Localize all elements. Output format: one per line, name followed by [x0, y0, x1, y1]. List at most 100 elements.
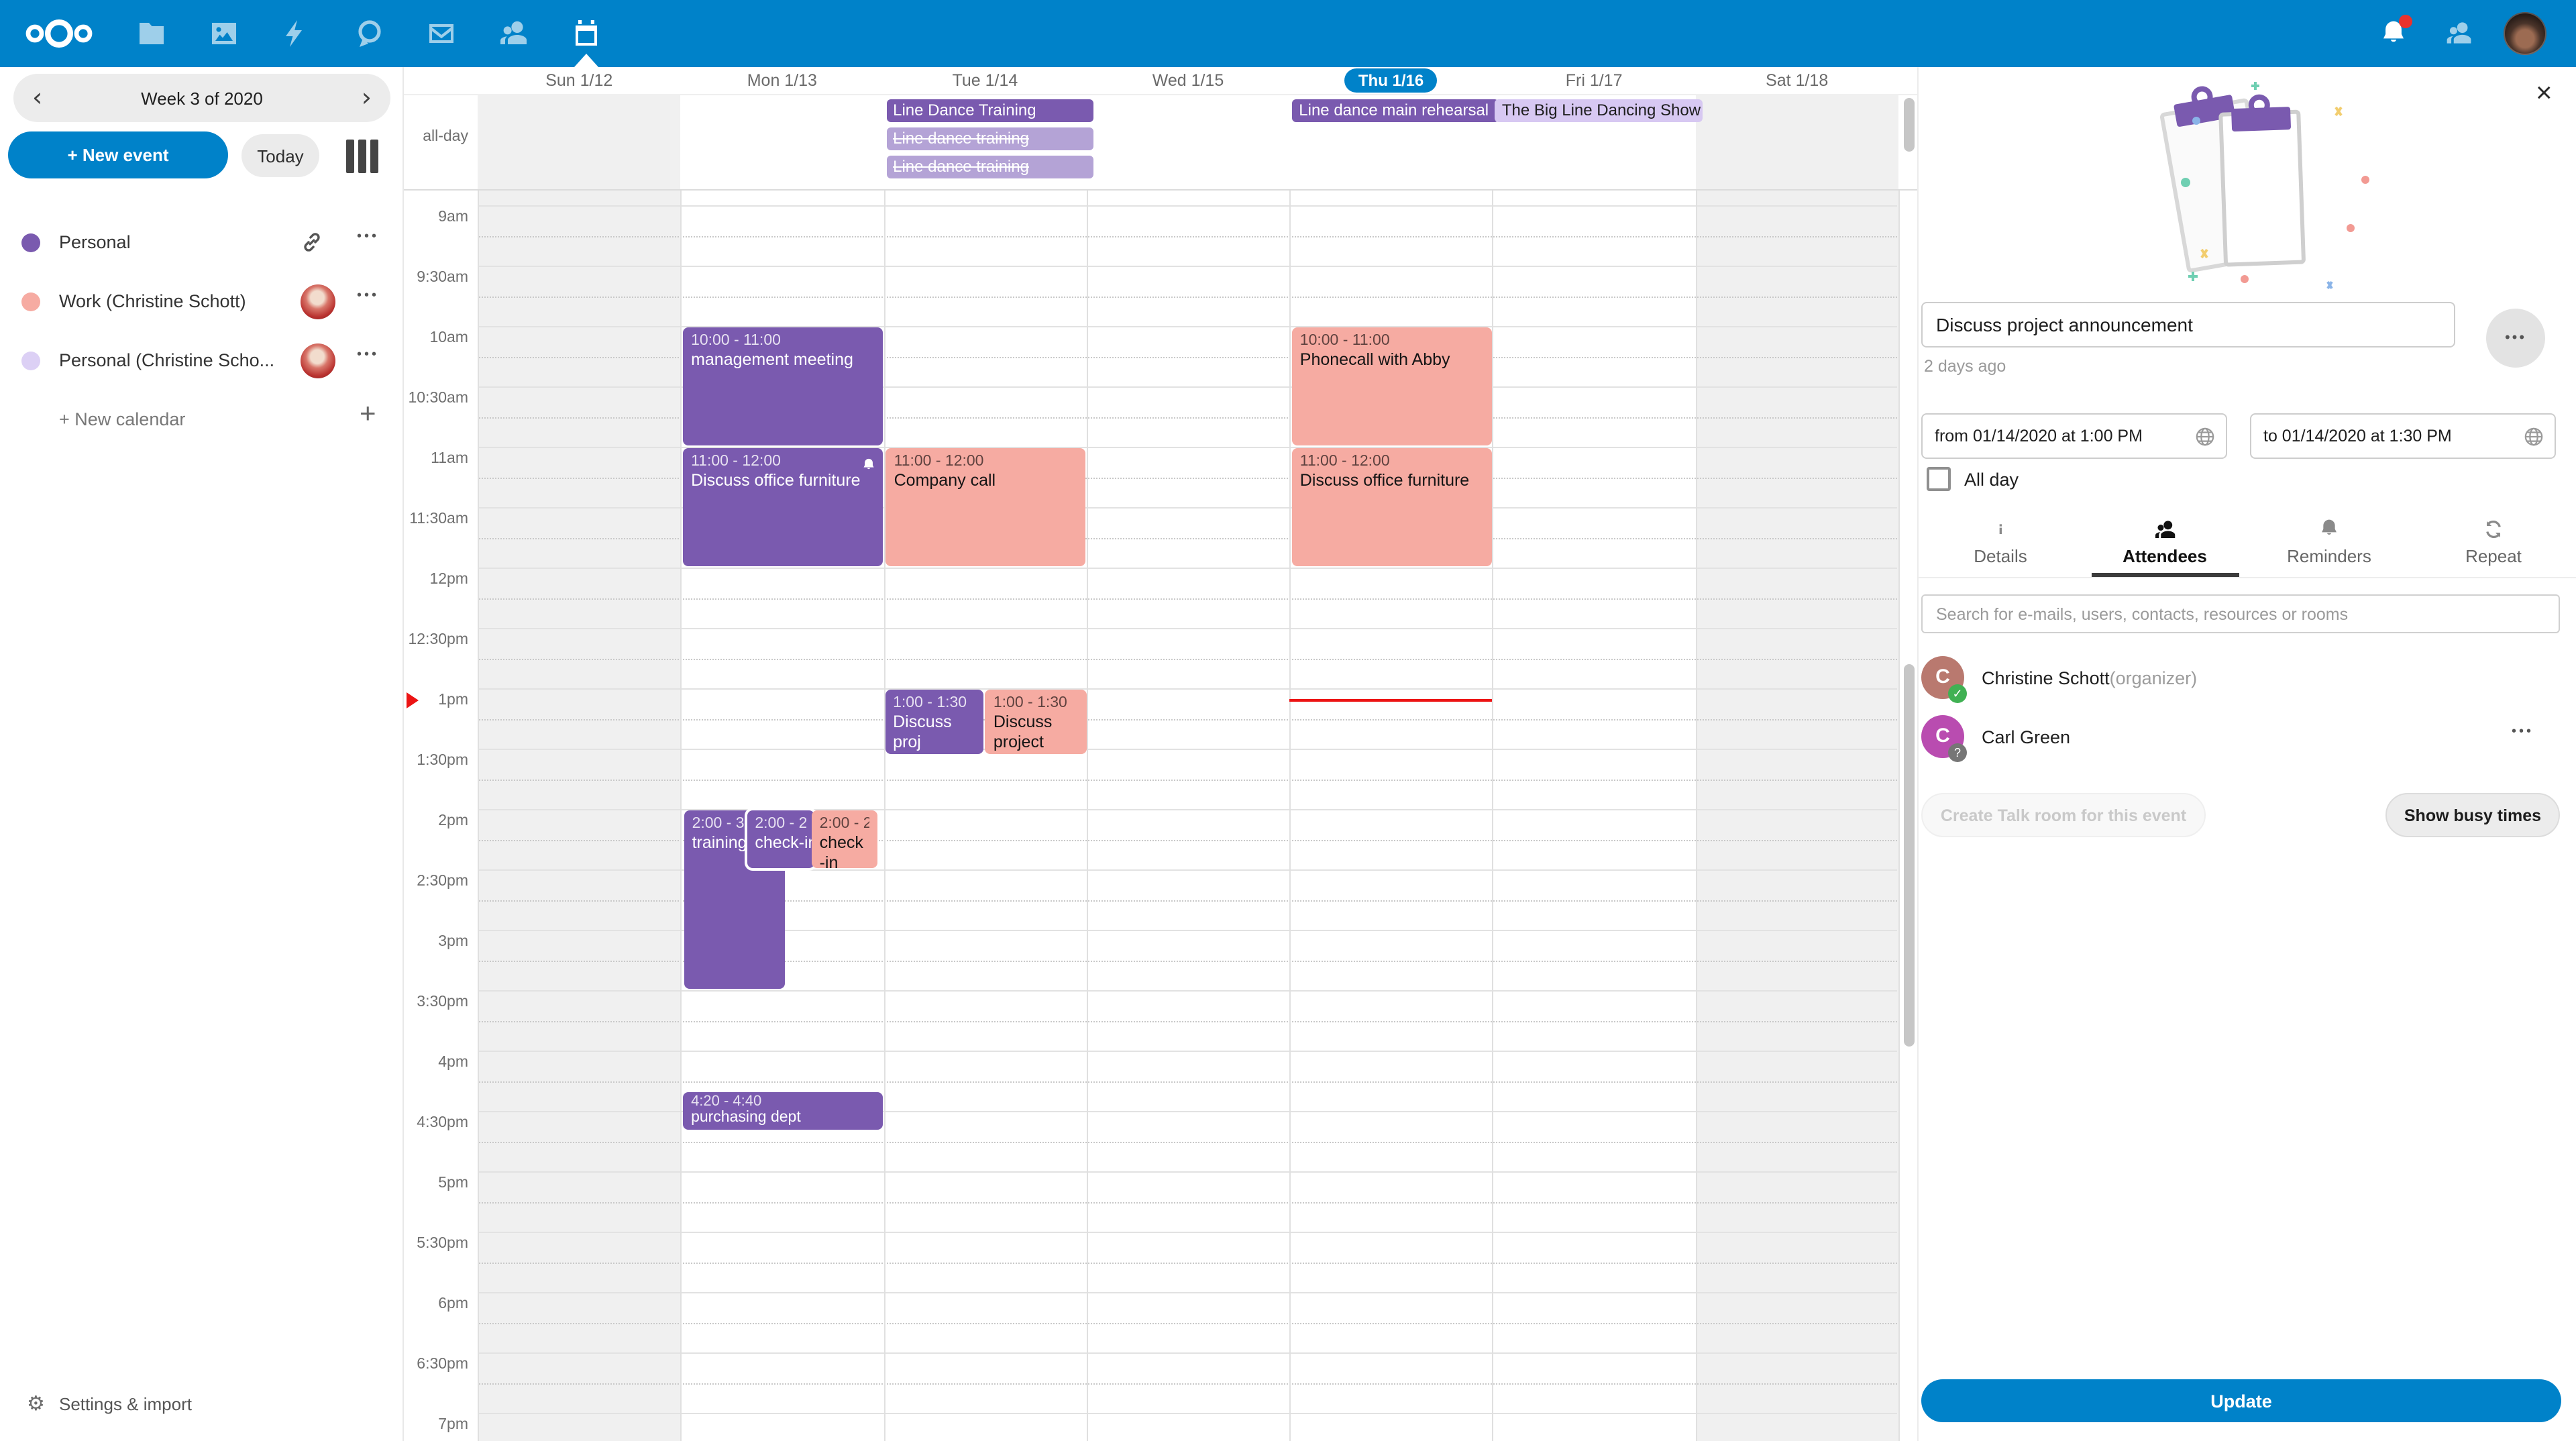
- event[interactable]: 11:00 - 12:00 Company call: [885, 448, 1086, 566]
- calendar-app-icon[interactable]: [570, 17, 602, 50]
- next-week-button[interactable]: ›: [361, 83, 372, 113]
- calendar-color-dot: [21, 292, 40, 311]
- tab-attendees[interactable]: Attendees: [2083, 514, 2247, 577]
- create-talk-room-button[interactable]: Create Talk room for this event: [1921, 793, 2206, 837]
- event[interactable]: 2:00 - 2:30check-in: [811, 810, 877, 868]
- allday-event[interactable]: Line dance training: [886, 156, 1093, 178]
- update-button[interactable]: Update: [1921, 1379, 2561, 1422]
- calendar-list-item[interactable]: Personal (Christine Scho... •••: [0, 337, 402, 385]
- time-label: 7pm: [438, 1417, 468, 1433]
- calendar-list-item[interactable]: Personal •••: [0, 219, 402, 267]
- contacts-app-icon[interactable]: [498, 17, 530, 50]
- day-column[interactable]: 10:00 - 11:00 management meeting 11:00 - 1…: [680, 191, 884, 1441]
- share-link-icon[interactable]: [301, 231, 325, 255]
- event-actions-menu-button[interactable]: •••: [2486, 309, 2545, 368]
- user-avatar[interactable]: [2504, 12, 2546, 55]
- allday-event[interactable]: Line Dance Training: [886, 99, 1093, 122]
- end-datetime-field[interactable]: to 01/14/2020 at 1:30 PM: [2250, 413, 2556, 459]
- attendee-role: (organizer): [2109, 668, 2198, 688]
- quarter-line: [478, 1020, 1897, 1022]
- attendee-row[interactable]: C? Carl Green •••: [1919, 711, 2576, 765]
- checkbox-box[interactable]: [1927, 467, 1951, 491]
- today-day-pill[interactable]: Thu 1/16: [1344, 68, 1438, 93]
- reminder-bell-icon: [861, 455, 876, 470]
- timezone-globe-icon[interactable]: [2524, 426, 2544, 446]
- view-mode-button[interactable]: [346, 140, 381, 173]
- event[interactable]: 11:00 - 12:00 Discuss office furniture: [1291, 448, 1492, 566]
- day-column[interactable]: [478, 191, 681, 1441]
- quarter-line: [478, 537, 1897, 539]
- calendar-color-dot: [21, 233, 40, 252]
- day-column[interactable]: [1695, 191, 1900, 1441]
- event-editor-panel: ×: [1917, 67, 2576, 1441]
- allday-scrollbar[interactable]: [1904, 98, 1915, 152]
- event[interactable]: 4:20 - 4:40 purchasing dept: [683, 1092, 883, 1130]
- event[interactable]: 10:00 - 11:00 management meeting: [683, 327, 883, 445]
- grid-scrollbar[interactable]: [1904, 664, 1915, 1047]
- tab-details[interactable]: Details: [1919, 514, 2082, 577]
- quarter-line: [478, 477, 1897, 478]
- start-datetime-field[interactable]: from 01/14/2020 at 1:00 PM: [1921, 413, 2227, 459]
- gear-icon: ⚙: [27, 1391, 45, 1416]
- previous-week-button[interactable]: ‹: [32, 83, 43, 113]
- new-event-button[interactable]: + New event: [8, 131, 228, 178]
- repeat-icon: [2412, 518, 2575, 545]
- calendar-menu-button[interactable]: •••: [357, 229, 380, 244]
- notifications-bell-icon[interactable]: [2379, 15, 2412, 48]
- allday-row: all-day Line Dance Training Line dance tr…: [404, 94, 1919, 189]
- show-busy-times-button[interactable]: Show busy times: [2385, 793, 2560, 837]
- time-label: 6:30pm: [417, 1356, 468, 1373]
- allday-event[interactable]: The Big Line Dancing Show: [1495, 99, 1703, 122]
- mail-app-icon[interactable]: [425, 17, 458, 50]
- event[interactable]: 11:00 - 12:00 Discuss office furniture: [683, 448, 883, 566]
- close-icon[interactable]: ×: [2536, 78, 2553, 109]
- photos-app-icon[interactable]: [208, 17, 240, 50]
- day-column[interactable]: [1086, 191, 1290, 1441]
- day-column[interactable]: 11:00 - 12:00 Company call 1:00 - 1:30 Disc…: [883, 191, 1087, 1441]
- quarter-line: [478, 1081, 1897, 1082]
- allday-checkbox[interactable]: All day: [1927, 467, 2019, 491]
- quarter-line: [478, 598, 1897, 599]
- talk-app-icon[interactable]: [353, 17, 385, 50]
- allday-event[interactable]: Line dance main rehearsal: [1292, 99, 1499, 122]
- event[interactable]: 10:00 - 11:00 Phonecall with Abby: [1291, 327, 1492, 445]
- quarter-line: [478, 779, 1897, 780]
- plus-icon[interactable]: +: [360, 398, 376, 429]
- tab-reminders[interactable]: Reminders: [2247, 514, 2411, 577]
- allday-event[interactable]: Line dance training: [886, 127, 1093, 150]
- last-modified-label: 2 days ago: [1924, 357, 2006, 376]
- hour-line: [478, 507, 1897, 509]
- day-column[interactable]: 10:00 - 11:00 Phonecall with Abby 11:00 - …: [1289, 191, 1493, 1441]
- settings-import-button[interactable]: ⚙ Settings & import: [27, 1391, 192, 1416]
- event[interactable]: 1:00 - 1:30 Discuss project: [985, 690, 1087, 754]
- event[interactable]: 2:00 - 2:30check-in: [747, 810, 815, 868]
- time-label: 12:30pm: [408, 632, 468, 648]
- event-title-input[interactable]: [1921, 302, 2455, 348]
- hour-line: [478, 266, 1897, 267]
- nextcloud-logo[interactable]: [24, 13, 94, 54]
- time-grid: 9am 9:30am 10am 10:30am 11am 11:30am 12pm 12:30…: [404, 189, 1919, 1441]
- new-calendar-button[interactable]: + New calendar: [59, 409, 186, 429]
- attendee-search-input[interactable]: [1921, 594, 2560, 633]
- timezone-globe-icon[interactable]: [2195, 426, 2215, 446]
- tab-label: Details: [1974, 546, 2027, 566]
- calendar-menu-button[interactable]: •••: [357, 348, 380, 362]
- files-app-icon[interactable]: [136, 17, 168, 50]
- quarter-line: [478, 658, 1897, 659]
- hour-line: [478, 326, 1897, 327]
- calendar-name: Personal: [59, 232, 131, 252]
- day-header-tue: Tue 1/14: [952, 71, 1018, 90]
- activity-app-icon[interactable]: [279, 17, 311, 50]
- hour-line: [478, 1051, 1897, 1052]
- attendee-menu-button[interactable]: •••: [2512, 725, 2534, 739]
- attendee-row[interactable]: C ✓ Christine Schott(organizer): [1919, 652, 2576, 706]
- calendar-list-item[interactable]: Work (Christine Schott) •••: [0, 278, 402, 326]
- contacts-menu-icon[interactable]: [2445, 19, 2474, 48]
- today-button[interactable]: Today: [241, 134, 319, 177]
- day-header-wed: Wed 1/15: [1152, 71, 1224, 90]
- tab-repeat[interactable]: Repeat: [2412, 514, 2575, 577]
- day-column[interactable]: [1492, 191, 1696, 1441]
- hour-line: [478, 749, 1897, 750]
- calendar-menu-button[interactable]: •••: [357, 288, 380, 303]
